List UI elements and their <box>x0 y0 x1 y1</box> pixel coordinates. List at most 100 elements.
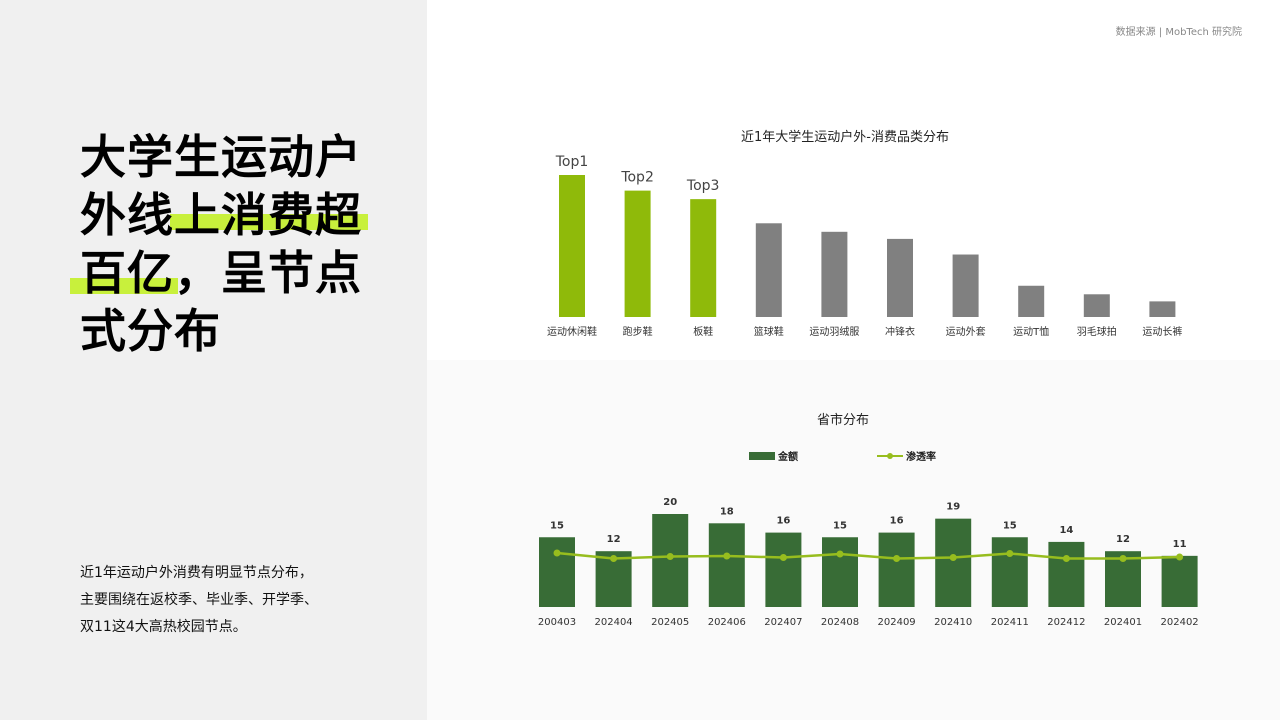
legend-bar-label: 金额 <box>777 450 798 463</box>
summary-line: 双11这4大高热校园节点。 <box>80 619 247 635</box>
penetration-rate-point <box>610 555 618 562</box>
category-tick-label: 运动长裤 <box>1142 325 1182 338</box>
category-tick-label: 羽毛球拍 <box>1077 325 1117 338</box>
legend-line-marker <box>887 453 893 459</box>
summary-line: 主要围绕在返校季、毕业季、开学季、 <box>80 592 318 608</box>
category-tick-label: 板鞋 <box>693 325 713 338</box>
month-tick-label: 202405 <box>651 617 689 628</box>
category-bar <box>559 175 585 317</box>
headline-highlighted-text: 上消费超 <box>170 186 368 244</box>
bar-value-label: 20 <box>663 497 677 508</box>
month-bar <box>935 518 972 607</box>
headline-text: 大学生运动户 <box>80 128 362 186</box>
headline-line: 百亿，呈节点 <box>70 244 400 302</box>
bar-value-label: 16 <box>890 516 904 527</box>
headline-highlight-bar <box>170 214 368 230</box>
month-bar <box>765 532 802 607</box>
month-bar <box>708 523 745 607</box>
bar-value-label: 18 <box>720 506 734 517</box>
headline-line: 大学生运动户 <box>80 128 400 186</box>
month-bar <box>822 537 858 607</box>
bar-value-label: 12 <box>1116 534 1130 545</box>
month-bar <box>878 532 915 607</box>
category-bar <box>755 223 782 317</box>
month-tick-label: 202409 <box>878 617 916 628</box>
headline-text-fragment: 外线 <box>80 188 174 242</box>
headline-text-fragment: 大学生运动户 <box>80 130 362 184</box>
penetration-rate-point <box>949 554 957 561</box>
bar-value-label: 11 <box>1173 539 1187 550</box>
month-tick-label: 202406 <box>708 617 746 628</box>
bar-value-label: 12 <box>607 534 621 545</box>
headline-text-fragment: 上消费超 <box>174 188 362 242</box>
penetration-rate-point <box>1176 553 1184 561</box>
month-tick-label: 202404 <box>595 617 633 628</box>
category-tick-label: 篮球鞋 <box>754 325 784 338</box>
month-tick-label: 202401 <box>1104 617 1142 628</box>
headline-text: 外线 <box>80 186 174 244</box>
chart-title: 省市分布 <box>817 412 869 428</box>
category-tick-label: 运动T恤 <box>1013 325 1049 338</box>
page-headline: 大学生运动户 外线 上消费超 百亿，呈节点 式分布 <box>70 128 400 360</box>
top-rank-label: Top1 <box>555 154 589 170</box>
headline-text-fragment: 式分布 <box>80 304 221 358</box>
category-tick-label: 运动休闲鞋 <box>547 325 597 338</box>
penetration-rate-point <box>836 550 844 558</box>
bar-value-label: 15 <box>550 520 564 531</box>
category-bar <box>624 190 651 317</box>
headline-highlighted-text: 百亿 <box>70 244 178 302</box>
left-panel: 大学生运动户 外线 上消费超 百亿，呈节点 式分布 近1年运动户外消费有明显节点分布， 主… <box>0 0 427 720</box>
headline-text-fragment: 百亿 <box>80 246 174 300</box>
month-tick-label: 202407 <box>764 617 802 628</box>
summary-text: 近1年运动户外消费有明显节点分布， 主要围绕在返校季、毕业季、开学季、 双11这4大… <box>80 560 380 641</box>
month-tick-label: 202411 <box>991 617 1029 628</box>
category-tick-label: 跑步鞋 <box>623 325 653 338</box>
top-rank-label: Top3 <box>686 178 720 194</box>
month-tick-label: 202408 <box>821 617 859 628</box>
summary-line: 近1年运动户外消费有明显节点分布， <box>80 565 313 581</box>
penetration-rate-point <box>553 549 561 557</box>
bar-value-label: 19 <box>946 502 960 513</box>
month-bar <box>991 537 1028 607</box>
penetration-rate-point <box>1006 550 1014 557</box>
headline-text-fragment: ，呈节点 <box>174 246 362 300</box>
penetration-rate-line <box>556 551 1180 560</box>
headline-text: ，呈节点 <box>174 244 362 302</box>
legend-line-label: 渗透率 <box>906 450 936 463</box>
legend-bar-swatch <box>749 452 775 460</box>
month-bar <box>652 514 689 607</box>
bar-value-label: 16 <box>776 516 790 527</box>
headline-highlight-bar <box>70 278 178 294</box>
category-bar <box>887 238 913 317</box>
penetration-rate-point <box>666 553 674 560</box>
headline-line: 外线 上消费超 <box>80 186 400 244</box>
bar-value-label: 15 <box>833 520 847 531</box>
chart-title: 近1年大学生运动户外-消费品类分布 <box>741 129 949 145</box>
month-tick-label: 200403 <box>538 617 576 628</box>
month-tick-label: 202412 <box>1047 617 1085 628</box>
bar-value-label: 15 <box>1003 520 1017 531</box>
category-bar <box>1083 294 1110 317</box>
headline-line: 式分布 <box>80 302 400 360</box>
category-tick-label: 运动羽绒服 <box>809 325 859 338</box>
category-tick-label: 运动外套 <box>946 325 986 338</box>
top-rank-label: Top2 <box>620 170 654 186</box>
penetration-rate-point <box>1119 555 1127 562</box>
category-bar <box>690 199 717 317</box>
penetration-rate-point <box>893 555 901 562</box>
month-bar <box>539 537 575 607</box>
penetration-rate-point <box>1062 555 1070 562</box>
month-bar <box>1161 555 1198 607</box>
category-bar <box>821 231 848 317</box>
month-tick-label: 202410 <box>934 617 972 628</box>
category-bar <box>1018 285 1045 317</box>
category-bar <box>1149 301 1176 317</box>
category-bar <box>952 254 979 317</box>
penetration-rate-point <box>723 552 731 560</box>
bar-value-label: 14 <box>1059 525 1073 536</box>
data-source-label: 数据来源 | MobTech 研究院 <box>1115 27 1242 38</box>
category-tick-label: 冲锋衣 <box>885 325 915 338</box>
month-tick-label: 202402 <box>1161 617 1199 628</box>
